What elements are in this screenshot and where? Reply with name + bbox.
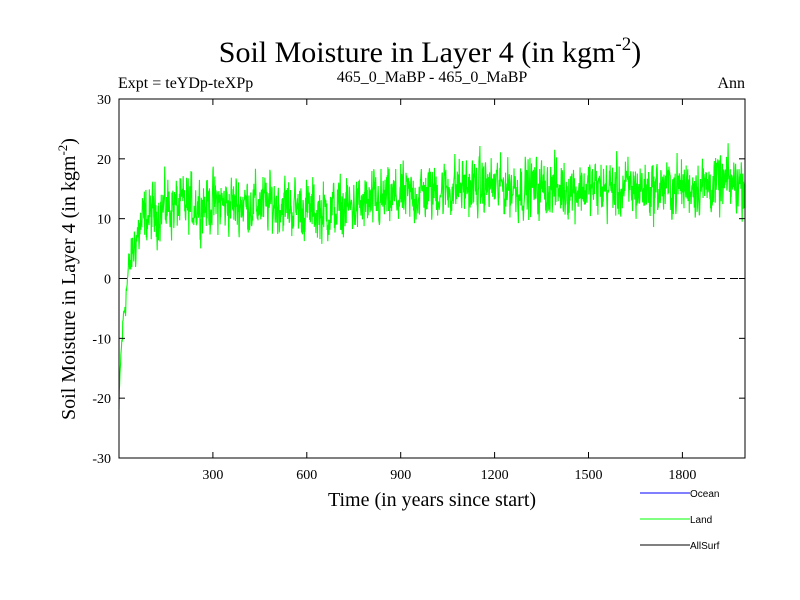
legend-label-allsurf: AllSurf [690, 541, 720, 552]
x-axis-label: Time (in years since start) [328, 489, 536, 511]
legend: Ocean Land AllSurf [640, 489, 720, 552]
x-tick-label: 600 [296, 468, 317, 483]
season-label: Ann [717, 75, 745, 92]
legend-label-land: Land [690, 515, 712, 526]
axis-layer: -30 -20 -10 0 10 20 30 300 600 900 1200 1500 1800 [92, 93, 745, 483]
x-tick-label: 1500 [575, 468, 603, 483]
x-tick-label: 300 [202, 468, 223, 483]
x-tick-label: 900 [390, 468, 411, 483]
y-tick-label: 30 [97, 93, 111, 108]
y-tick-label: 0 [104, 273, 111, 288]
data-layer [118, 143, 746, 410]
y-tick-label: -30 [92, 452, 111, 467]
x-tick-label: 1200 [481, 468, 509, 483]
experiment-label: Expt = teYDp-teXPp [118, 75, 253, 92]
y-tick-label: -10 [92, 332, 111, 347]
chart-title: Soil Moisture in Layer 4 (in kgm-2) [219, 34, 641, 69]
land-series-line [118, 143, 746, 410]
y-tick-label: -20 [92, 392, 111, 407]
plot-frame [118, 98, 746, 459]
y-axis-label: Soil Moisture in Layer 4 (in kgm-2) [55, 138, 80, 420]
y-tick-label: 20 [97, 153, 111, 168]
legend-label-ocean: Ocean [690, 489, 719, 500]
period-label: 465_0_MaBP - 465_0_MaBP [337, 69, 528, 86]
y-tick-label: 10 [97, 213, 111, 228]
x-tick-label: 1800 [668, 468, 696, 483]
